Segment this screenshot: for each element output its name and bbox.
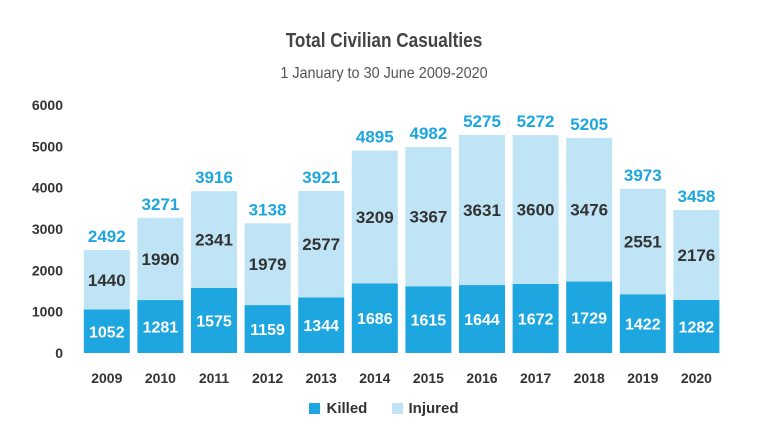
bar-killed xyxy=(298,297,345,353)
data-label-injured: 3600 xyxy=(517,200,555,219)
x-tick-label: 2017 xyxy=(520,370,551,386)
data-label-total: 5272 xyxy=(517,112,555,131)
data-label-injured: 1440 xyxy=(88,271,126,290)
bar-killed xyxy=(459,285,505,353)
x-tick-label: 2009 xyxy=(91,370,122,386)
legend: Killed Injured xyxy=(0,400,768,417)
x-tick-label: 2013 xyxy=(306,370,337,386)
bar-injured xyxy=(137,217,184,301)
data-label-total: 3271 xyxy=(141,195,179,214)
data-label-total: 5275 xyxy=(463,112,501,131)
legend-item-killed: Killed xyxy=(309,400,367,417)
data-label-killed: 1729 xyxy=(571,310,607,327)
bar-killed xyxy=(244,305,291,353)
legend-label-injured: Injured xyxy=(408,400,459,417)
bar-injured xyxy=(83,249,130,310)
bar-injured xyxy=(191,191,237,288)
chart-subtitle: 1 January to 30 June 2009-2020 xyxy=(280,65,488,82)
bar-killed xyxy=(566,281,613,353)
data-label-killed: 1615 xyxy=(411,313,447,330)
bar-injured xyxy=(351,150,398,284)
y-tick-label: 1000 xyxy=(32,304,63,320)
data-label-injured: 2341 xyxy=(195,231,233,250)
bar-injured xyxy=(459,134,505,286)
data-label-killed: 1422 xyxy=(625,317,661,334)
data-label-injured: 2176 xyxy=(677,246,715,265)
data-label-killed: 1282 xyxy=(679,320,715,337)
data-label-killed: 1575 xyxy=(196,313,232,330)
data-label-injured: 1990 xyxy=(141,250,179,269)
bar-injured xyxy=(566,137,613,282)
data-label-killed: 1344 xyxy=(303,318,339,335)
x-tick-label: 2012 xyxy=(252,370,283,386)
x-tick-label: 2016 xyxy=(466,370,497,386)
data-label-injured: 3476 xyxy=(570,201,608,220)
data-label-killed: 1052 xyxy=(89,324,125,341)
y-tick-label: 0 xyxy=(55,345,63,361)
y-tick-label: 4000 xyxy=(32,180,63,196)
legend-swatch-injured xyxy=(391,403,403,414)
bar-injured xyxy=(244,223,291,306)
legend-label-killed: Killed xyxy=(326,400,368,417)
data-label-total: 3973 xyxy=(624,166,662,185)
bar-killed xyxy=(351,283,398,353)
bar-killed xyxy=(405,286,452,353)
x-tick-label: 2020 xyxy=(681,370,712,386)
data-label-injured: 2577 xyxy=(302,235,340,254)
bar-injured xyxy=(512,135,559,284)
y-tick-label: 5000 xyxy=(32,138,63,154)
bar-injured xyxy=(405,147,452,287)
data-label-total: 2492 xyxy=(88,227,126,246)
bar-injured xyxy=(298,190,345,298)
bar-killed xyxy=(619,294,666,353)
data-label-injured: 3367 xyxy=(409,208,447,227)
x-tick-label: 2015 xyxy=(413,370,444,386)
data-label-injured: 3209 xyxy=(356,208,394,227)
data-label-total: 3138 xyxy=(249,200,287,219)
bar-injured xyxy=(673,210,720,301)
bar-killed xyxy=(191,287,237,353)
data-label-injured: 3631 xyxy=(463,201,501,220)
bar-killed xyxy=(673,300,720,353)
y-tick-label: 3000 xyxy=(32,221,63,237)
data-label-total: 3916 xyxy=(195,168,233,187)
y-tick-label: 2000 xyxy=(32,262,63,278)
legend-swatch-killed xyxy=(309,403,321,414)
data-label-total: 4895 xyxy=(356,128,394,147)
data-label-killed: 1672 xyxy=(518,311,554,328)
x-tick-label: 2014 xyxy=(359,370,390,386)
bar-injured xyxy=(619,188,666,295)
data-label-killed: 1644 xyxy=(464,312,500,329)
x-tick-label: 2011 xyxy=(199,370,230,386)
data-label-killed: 1686 xyxy=(357,311,393,328)
data-label-total: 3458 xyxy=(677,187,715,206)
x-tick-label: 2019 xyxy=(627,370,658,386)
legend-item-injured: Injured xyxy=(391,400,459,417)
data-label-total: 4982 xyxy=(409,124,447,143)
y-tick-label: 6000 xyxy=(32,97,63,113)
data-label-total: 5205 xyxy=(570,115,608,134)
data-label-killed: 1159 xyxy=(250,322,285,339)
data-label-total: 3921 xyxy=(302,168,340,187)
data-label-injured: 1979 xyxy=(249,255,287,274)
data-label-injured: 2551 xyxy=(624,233,662,252)
chart-title: Total Civilian Casualties xyxy=(285,30,483,52)
data-label-killed: 1281 xyxy=(143,320,179,337)
bar-killed xyxy=(512,283,559,353)
bar-killed xyxy=(137,300,184,353)
x-tick-label: 2010 xyxy=(145,370,176,386)
x-tick-label: 2018 xyxy=(574,370,605,386)
bar-killed xyxy=(83,309,130,353)
